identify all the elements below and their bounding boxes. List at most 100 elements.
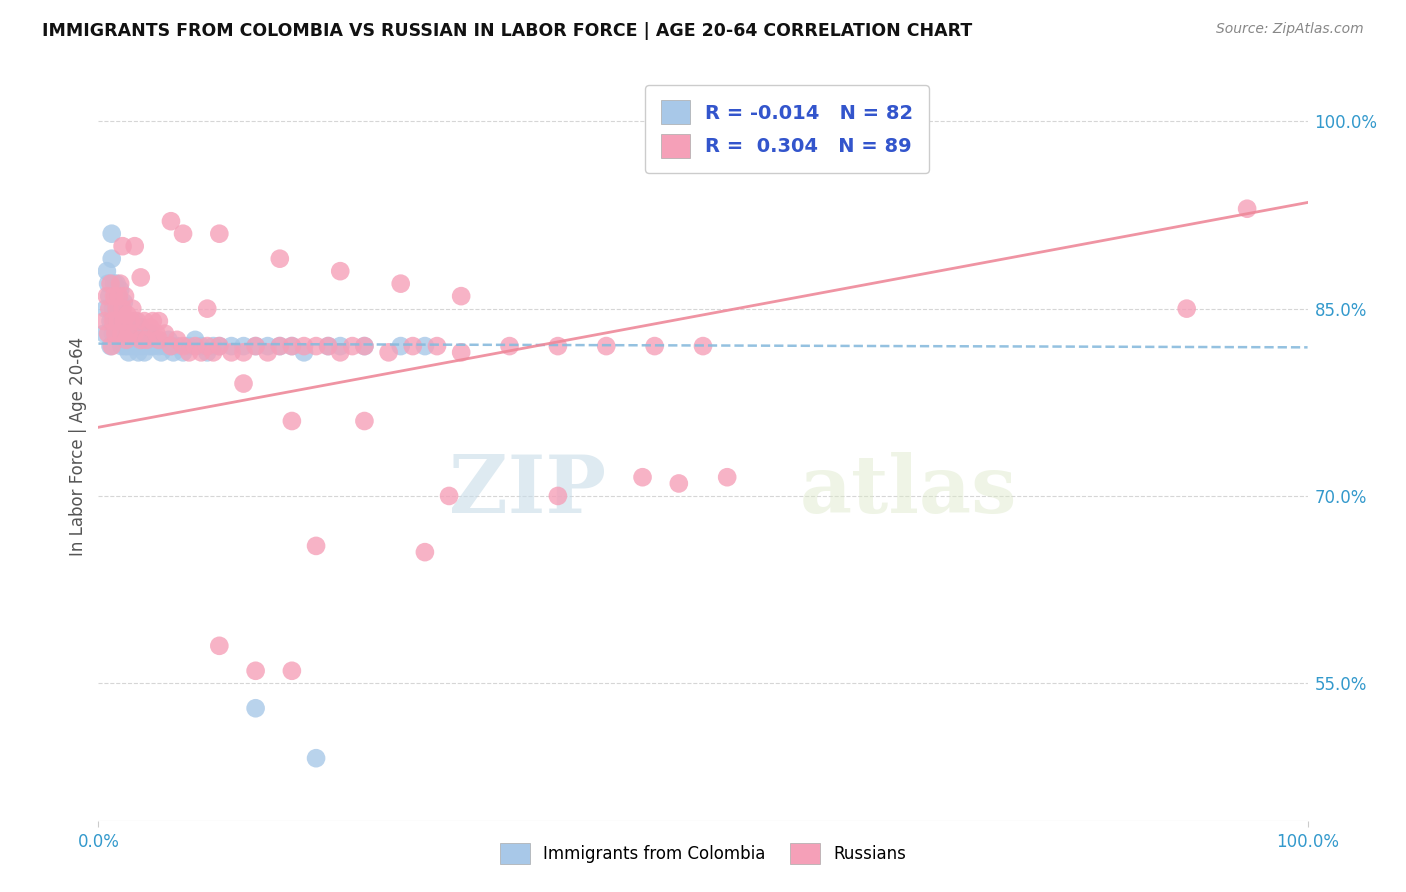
Point <box>160 339 183 353</box>
Point <box>353 414 375 428</box>
Point <box>148 339 170 353</box>
Point <box>107 314 129 328</box>
Point <box>124 333 146 347</box>
Point <box>98 301 121 316</box>
Point <box>114 289 136 303</box>
Point <box>134 314 156 328</box>
Point <box>172 345 194 359</box>
Point <box>547 339 569 353</box>
Point <box>208 639 231 653</box>
Point <box>269 339 291 353</box>
Point <box>108 289 131 303</box>
Point <box>716 470 738 484</box>
Point <box>96 264 118 278</box>
Point <box>127 314 149 328</box>
Point <box>100 277 122 291</box>
Legend: R = -0.014   N = 82, R =  0.304   N = 89: R = -0.014 N = 82, R = 0.304 N = 89 <box>645 85 929 173</box>
Point <box>111 301 134 316</box>
Point <box>202 345 225 359</box>
Point <box>179 345 201 359</box>
Point <box>329 345 352 359</box>
Point <box>316 339 339 353</box>
Point <box>329 339 352 353</box>
Point <box>668 476 690 491</box>
Point <box>108 320 131 334</box>
Point <box>195 339 218 353</box>
Point <box>121 301 143 316</box>
Point <box>134 345 156 359</box>
Point <box>292 345 315 359</box>
Text: Source: ZipAtlas.com: Source: ZipAtlas.com <box>1216 22 1364 37</box>
Point <box>108 295 131 310</box>
Point <box>160 339 183 353</box>
Point <box>114 314 136 328</box>
Point <box>114 339 136 353</box>
Point <box>100 314 122 328</box>
Point <box>389 277 412 291</box>
Point <box>153 339 176 353</box>
Point <box>232 345 254 359</box>
Point <box>172 227 194 241</box>
Point <box>377 345 399 359</box>
Point <box>595 339 617 353</box>
Point <box>402 339 425 353</box>
Point <box>129 333 152 347</box>
Point <box>269 339 291 353</box>
Point <box>281 414 304 428</box>
Point <box>98 289 121 303</box>
Point <box>245 664 267 678</box>
Point <box>208 339 231 353</box>
Point <box>256 345 278 359</box>
Point <box>450 345 472 359</box>
Point <box>121 320 143 334</box>
Point <box>208 227 231 241</box>
Point <box>450 289 472 303</box>
Point <box>316 339 339 353</box>
Point <box>124 239 146 253</box>
Point <box>150 345 173 359</box>
Point <box>184 339 207 353</box>
Point <box>112 320 135 334</box>
Point <box>281 664 304 678</box>
Point <box>100 252 122 266</box>
Point <box>129 270 152 285</box>
Point <box>115 326 138 341</box>
Legend: Immigrants from Colombia, Russians: Immigrants from Colombia, Russians <box>494 837 912 871</box>
Point <box>342 339 364 353</box>
Point <box>166 339 188 353</box>
Point <box>117 308 139 322</box>
Point <box>105 277 128 291</box>
Point <box>129 333 152 347</box>
Point <box>142 339 165 353</box>
Point <box>118 326 141 341</box>
Point <box>208 339 231 353</box>
Point <box>118 326 141 341</box>
Point <box>1175 301 1198 316</box>
Point <box>281 339 304 353</box>
Point <box>644 339 666 353</box>
Point <box>112 314 135 328</box>
Point <box>101 326 124 341</box>
Point <box>94 301 117 316</box>
Point <box>117 339 139 353</box>
Point <box>107 289 129 303</box>
Point <box>97 326 120 341</box>
Point <box>96 289 118 303</box>
Point <box>124 314 146 328</box>
Point <box>148 333 170 347</box>
Point <box>100 339 122 353</box>
Point <box>692 339 714 353</box>
Point <box>101 301 124 316</box>
Y-axis label: In Labor Force | Age 20-64: In Labor Force | Age 20-64 <box>69 336 87 556</box>
Text: ZIP: ZIP <box>450 452 606 530</box>
Point <box>172 339 194 353</box>
Point <box>135 333 157 347</box>
Point <box>190 339 212 353</box>
Point <box>120 314 142 328</box>
Point <box>329 264 352 278</box>
Point <box>127 339 149 353</box>
Point <box>305 751 328 765</box>
Point <box>221 345 243 359</box>
Point <box>129 320 152 334</box>
Point <box>112 295 135 310</box>
